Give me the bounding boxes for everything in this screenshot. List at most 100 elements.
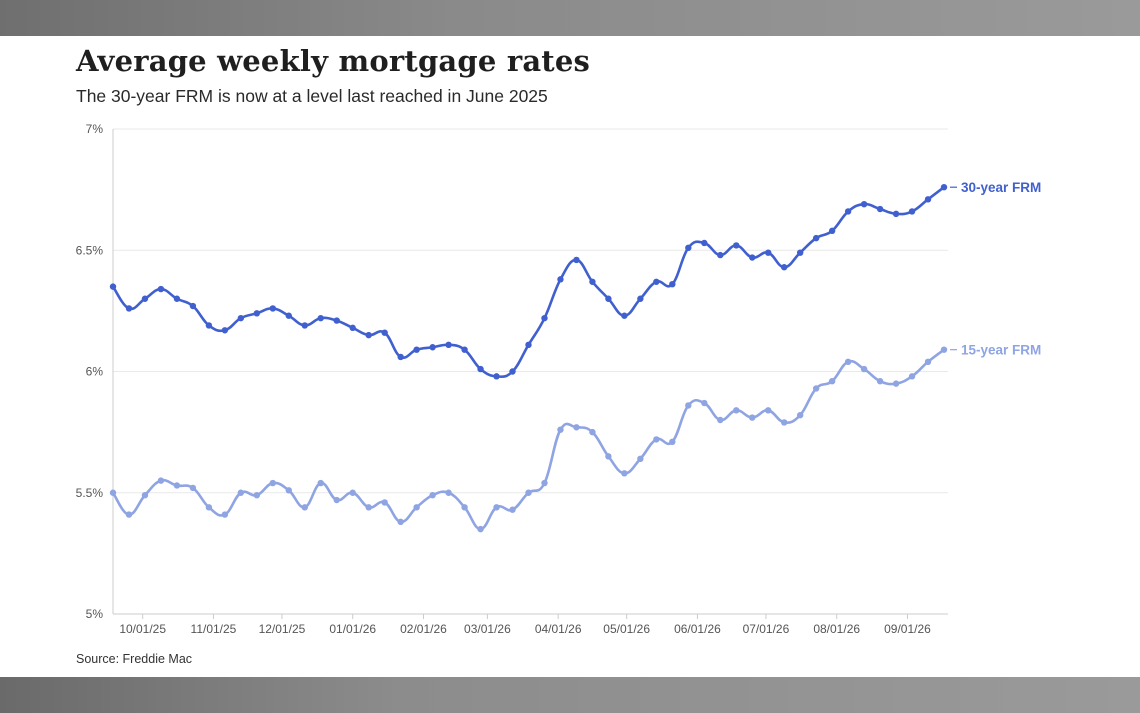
data-point [780,264,788,271]
data-point [237,314,245,322]
data-point [701,239,708,247]
data-point [141,295,149,302]
x-tick-label: 12/01/25 [259,622,306,636]
x-tick-label: 01/01/26 [329,622,376,636]
data-point [413,504,420,511]
data-point [796,249,804,256]
data-point [525,341,532,349]
data-point [637,455,644,462]
data-point [157,477,165,484]
y-tick-label: 5% [86,607,104,621]
data-point [844,208,852,215]
x-tick-label: 08/01/26 [813,622,860,636]
data-point [908,373,916,380]
data-point [685,244,692,252]
data-point [940,346,948,353]
y-tick-label: 5.5% [76,486,104,500]
data-point [653,278,660,285]
data-point [876,205,884,213]
data-point [253,310,261,317]
data-point [317,314,324,322]
data-point [860,200,868,208]
data-point [621,312,628,319]
series-15-year [109,346,948,533]
x-tick-label: 11/01/25 [191,622,237,636]
data-point [157,285,165,293]
data-point [812,385,820,392]
data-point [477,525,484,533]
data-point [189,484,197,492]
data-point [109,489,117,496]
data-point [269,305,277,312]
data-point [205,504,213,511]
data-point [749,254,756,261]
source-note: Source: Freddie Mac [76,652,193,666]
x-tick-label: 03/01/26 [464,622,511,636]
series-label: 30-year FRM [961,180,1041,195]
data-point [605,295,612,302]
x-tick-label: 09/01/26 [884,622,931,636]
data-point [541,479,548,487]
data-point [365,504,372,511]
data-point [461,504,468,511]
series-30-year [109,184,948,380]
data-point [333,317,340,324]
data-point [828,227,836,235]
series-label: 15-year FRM [961,343,1041,358]
top-background-band [0,0,1140,36]
data-point [285,487,292,494]
y-tick-label: 6% [86,365,104,379]
data-point [924,196,932,203]
data-point [637,295,644,302]
data-point [509,506,516,513]
data-point [237,489,245,496]
data-point [892,210,900,218]
data-point [413,346,420,353]
series-labels: 30-year FRM 15-year FRM [950,180,1041,358]
data-point [125,511,133,518]
data-point [685,402,692,409]
data-point [269,479,277,487]
x-tick-label: 10/01/25 [119,622,166,636]
data-point [812,234,820,242]
bottom-background-band [0,677,1140,713]
data-point [605,453,612,460]
chart-title: Average weekly mortgage rates [76,44,591,78]
data-point [796,411,804,419]
data-point [669,438,676,446]
line-chart: 5% 5.5% 6% 6.5% 7% 10/01/25 11/01/25 12/01/25 0… [76,122,1042,636]
data-point [205,322,213,329]
data-point [860,365,868,373]
data-point [765,407,772,414]
data-point [445,341,452,349]
data-point [445,489,452,496]
data-point [589,428,596,436]
data-point [892,380,900,387]
x-tick-label: 04/01/26 [535,622,582,636]
data-point [525,489,532,496]
data-point [429,344,436,351]
data-point [317,479,324,487]
data-point [557,276,564,283]
series-line [111,186,945,378]
data-point [285,312,292,319]
data-point [381,499,388,506]
data-point [653,436,660,443]
data-point [221,327,229,334]
x-tick-label: 06/01/26 [674,622,721,636]
data-point [876,378,884,385]
data-point [509,368,516,375]
data-point [701,399,708,407]
data-point [765,249,772,256]
data-point [221,511,229,518]
data-point [141,491,149,499]
data-point [253,491,261,499]
data-point [733,407,740,414]
data-point [125,305,133,312]
data-point [397,353,404,361]
x-tick-labels: 10/01/25 11/01/25 12/01/25 01/01/26 02/01/26… [119,622,931,636]
data-point [333,496,340,504]
data-point [541,314,548,322]
data-point [780,419,788,426]
data-point [621,470,628,477]
